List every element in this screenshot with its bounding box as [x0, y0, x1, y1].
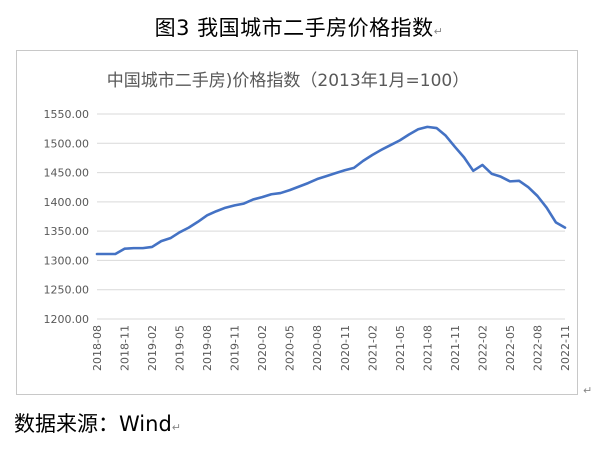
y-tick-label: 1550.00: [44, 108, 90, 121]
paragraph-mark: ↵: [171, 421, 181, 434]
x-tick-label: 2020-08: [311, 325, 324, 371]
y-tick-label: 1450.00: [44, 167, 90, 180]
y-tick-label: 1500.00: [44, 137, 90, 150]
source-text: 数据来源：Wind: [14, 412, 172, 436]
y-tick-label: 1300.00: [44, 254, 90, 267]
x-axis: 2018-08 2018-11 2019-02 2019-05 2019-08 2019-…: [91, 325, 572, 371]
figure-title-text: 图3 我国城市二手房价格指数: [154, 16, 434, 40]
y-tick-label: 1400.00: [44, 196, 90, 209]
x-tick-label: 2020-05: [284, 325, 297, 371]
x-tick-label: 2019-08: [201, 325, 214, 371]
x-tick-label: 2019-05: [174, 325, 187, 371]
x-tick-label: 2022-02: [476, 325, 489, 371]
x-tick-label: 2021-08: [421, 325, 434, 371]
x-tick-label: 2022-08: [531, 325, 544, 371]
x-tick-label: 2020-11: [339, 325, 352, 371]
x-tick-label: 2018-11: [119, 325, 132, 371]
y-tick-label: 1250.00: [44, 284, 90, 297]
figure-title: 图3 我国城市二手房价格指数↵: [0, 12, 598, 42]
x-tick-label: 2020-02: [256, 325, 269, 371]
series-line: [95, 125, 567, 256]
paragraph-mark: ↵: [433, 25, 444, 38]
x-tick-label: 2021-11: [449, 325, 462, 371]
y-axis: 1200.00 1250.00 1300.00 1350.00 1400.00 1450.…: [44, 108, 90, 326]
x-tick-label: 2022-05: [504, 325, 517, 371]
x-tick-label: 2018-08: [91, 325, 104, 371]
corner-mark: ↵: [583, 384, 593, 397]
y-tick-label: 1200.00: [44, 313, 90, 326]
x-tick-label: 2019-02: [146, 325, 159, 371]
x-tick-label: 2021-02: [366, 325, 379, 371]
grid: [97, 113, 565, 320]
line-chart: 中国城市二手房)价格指数（2013年1月=100） 1200.00 1250.00…: [44, 71, 573, 371]
chart-frame: 中国城市二手房)价格指数（2013年1月=100） 1200.00 1250.00…: [16, 50, 578, 395]
x-tick-label: 2019-11: [229, 325, 242, 371]
chart-title: 中国城市二手房)价格指数（2013年1月=100）: [107, 71, 469, 91]
y-tick-label: 1350.00: [44, 225, 90, 238]
source-note: 数据来源：Wind↵: [14, 408, 181, 438]
x-tick-label: 2021-05: [394, 325, 407, 371]
x-tick-label: 2022-11: [559, 325, 572, 371]
